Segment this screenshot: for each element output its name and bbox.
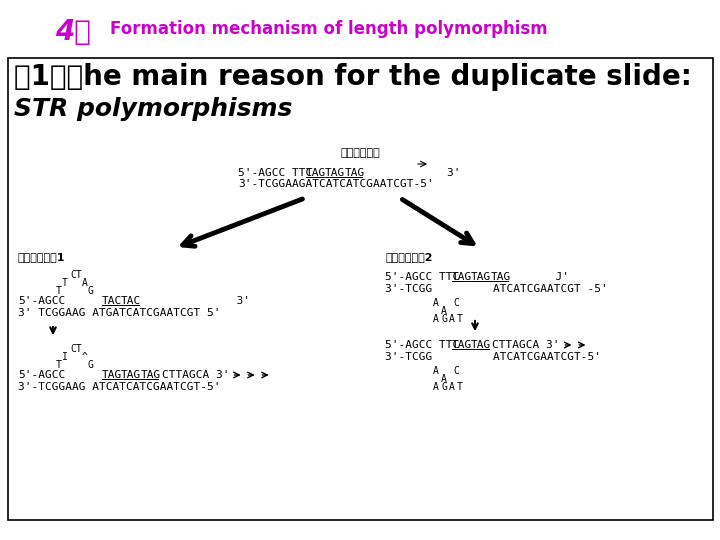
Text: A: A — [449, 382, 455, 392]
Text: G: G — [441, 382, 447, 392]
Text: 3'-TCGG         ATCATCGAATCGT-5': 3'-TCGG ATCATCGAATCGT-5' — [385, 352, 601, 362]
Text: TAG: TAG — [471, 272, 492, 282]
Text: A: A — [441, 374, 447, 384]
Text: （1）、he main reason for the duplicate slide:: （1）、he main reason for the duplicate sli… — [14, 63, 692, 91]
Text: TAG: TAG — [306, 168, 326, 178]
Text: 5'-AGCC TTC: 5'-AGCC TTC — [385, 340, 459, 350]
Text: A: A — [441, 306, 447, 316]
Text: C: C — [453, 298, 459, 308]
Text: A: A — [82, 278, 88, 288]
Text: TAG: TAG — [452, 272, 472, 282]
Text: 3'-TCGG         ATCATCGAATCGT -5': 3'-TCGG ATCATCGAATCGT -5' — [385, 284, 608, 294]
Text: ^: ^ — [82, 352, 88, 362]
Text: 5'-AGCC: 5'-AGCC — [18, 296, 66, 306]
Text: 3' TCGGAAG ATGATCATCGAATCGT 5': 3' TCGGAAG ATGATCATCGAATCGT 5' — [18, 308, 220, 318]
Text: TAG: TAG — [121, 370, 141, 380]
Text: A: A — [433, 314, 439, 324]
Text: 5'-AGCC: 5'-AGCC — [18, 370, 66, 380]
Text: TAG: TAG — [471, 340, 492, 350]
Text: A: A — [433, 366, 439, 376]
Text: T: T — [457, 382, 463, 392]
Text: CT: CT — [70, 270, 82, 280]
Text: 4、: 4、 — [55, 18, 91, 46]
Text: CTTAGCA 3': CTTAGCA 3' — [161, 370, 229, 380]
FancyBboxPatch shape — [8, 58, 713, 520]
Text: CTTAGCA 3': CTTAGCA 3' — [492, 340, 560, 350]
Text: TAG: TAG — [140, 370, 161, 380]
Text: TAG: TAG — [102, 370, 122, 380]
Text: 3'-TCGGAAG ATCATCATCGAATCGT-5': 3'-TCGGAAG ATCATCATCGAATCGT-5' — [18, 382, 220, 392]
Text: STR polymorphisms: STR polymorphisms — [14, 97, 292, 121]
Text: 5'-AGCC TTC: 5'-AGCC TTC — [385, 272, 459, 282]
Text: C: C — [453, 366, 459, 376]
Text: TAG: TAG — [325, 168, 346, 178]
Text: G: G — [88, 360, 94, 370]
Text: 3'-TCGGAAGATCATCATCGAATCGT-5': 3'-TCGGAAGATCATCATCGAATCGT-5' — [238, 179, 433, 189]
Text: T: T — [56, 286, 62, 296]
Text: T: T — [56, 360, 62, 370]
Text: I: I — [62, 352, 68, 362]
Text: 滑链错配模式1: 滑链错配模式1 — [18, 252, 66, 262]
Text: TAG: TAG — [452, 340, 472, 350]
Text: J': J' — [515, 272, 569, 282]
Text: TAC: TAC — [102, 296, 122, 306]
Text: 5'-AGCC TTC: 5'-AGCC TTC — [238, 168, 312, 178]
Text: T: T — [457, 314, 463, 324]
Text: 正常复制模式: 正常复制模式 — [340, 148, 380, 158]
Text: TAC: TAC — [121, 296, 141, 306]
Text: 3': 3' — [366, 168, 460, 178]
Text: Formation mechanism of length polymorphism: Formation mechanism of length polymorphi… — [110, 20, 548, 38]
Text: A: A — [433, 298, 439, 308]
Text: A: A — [449, 314, 455, 324]
Text: TAG: TAG — [490, 272, 510, 282]
Text: A: A — [433, 382, 439, 392]
Text: G: G — [88, 286, 94, 296]
Text: 3': 3' — [143, 296, 251, 306]
Text: CT: CT — [70, 344, 82, 354]
Text: G: G — [441, 314, 447, 324]
Text: T: T — [62, 278, 68, 288]
Text: TAG: TAG — [344, 168, 364, 178]
Text: 滑链错配模式2: 滑链错配模式2 — [385, 252, 433, 262]
